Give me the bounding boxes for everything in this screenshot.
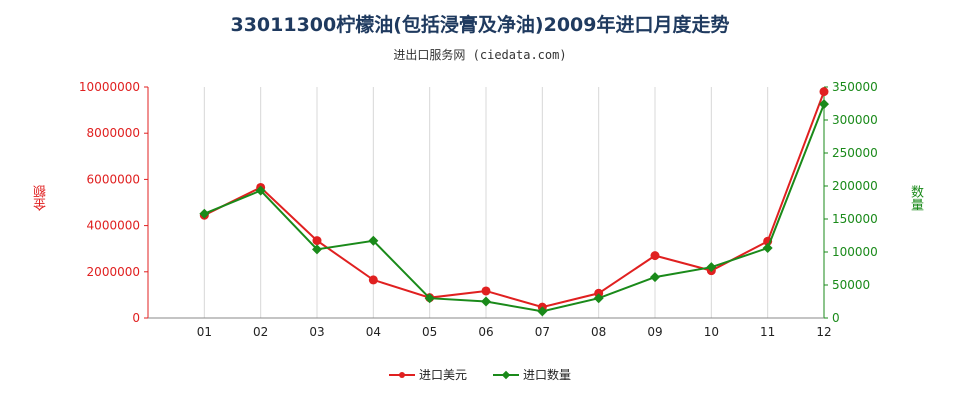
data-point-0 (481, 286, 491, 296)
data-point-1 (424, 293, 435, 304)
data-point-1 (537, 306, 548, 317)
data-point-1 (199, 208, 210, 219)
y-tick-label-right: 100000 (832, 245, 878, 259)
legend-swatch-quantity (493, 369, 519, 381)
x-tick-label: 04 (366, 325, 381, 339)
data-point-1 (706, 262, 717, 273)
data-point-1 (819, 99, 829, 110)
legend: 进口美元 进口数量 (0, 366, 960, 383)
chart-title: 33011300柠檬油(包括浸膏及净油)2009年进口月度走势 (230, 14, 730, 36)
data-point-1 (762, 243, 773, 254)
y-axis-left-label: 金额 (34, 185, 49, 211)
y-tick-label-left: 8000000 (87, 126, 140, 140)
y-tick-label-right: 300000 (832, 113, 878, 127)
legend-swatch-value (388, 369, 415, 381)
y-tick-label-left: 0 (132, 311, 140, 325)
chart-subtitle: 进出口服务网 (ciedata.com) (393, 48, 567, 62)
y-tick-label-left: 10000000 (79, 80, 140, 94)
y-tick-label-left: 6000000 (87, 172, 140, 186)
data-point-0 (650, 251, 660, 261)
y-tick-label-right: 50000 (832, 278, 870, 292)
y-tick-label-right: 250000 (832, 146, 878, 160)
x-tick-label: 02 (253, 325, 268, 339)
legend-label-value: 进口美元 (418, 368, 467, 382)
x-tick-label: 06 (478, 325, 493, 339)
legend-label-quantity: 进口数量 (523, 368, 572, 382)
data-point-1 (593, 293, 604, 304)
y-tick-label-right: 150000 (832, 212, 878, 226)
x-tick-label: 03 (309, 325, 324, 339)
y-tick-label-left: 2000000 (87, 265, 140, 279)
data-point-1 (312, 244, 322, 255)
legend-item-value[interactable]: 进口美元 (388, 366, 467, 383)
x-tick-label: 07 (535, 325, 550, 339)
x-tick-label: 10 (704, 325, 719, 339)
y-axis-right-label: 数量 (908, 185, 923, 211)
legend-item-quantity[interactable]: 进口数量 (493, 366, 571, 383)
x-tick-label: 09 (647, 325, 662, 339)
y-tick-label-right: 0 (832, 311, 840, 325)
y-tick-label-right: 200000 (832, 179, 878, 193)
y-tick-label-right: 350000 (832, 80, 878, 94)
data-point-1 (255, 185, 266, 196)
x-tick-label: 12 (816, 325, 831, 339)
x-tick-label: 08 (591, 325, 606, 339)
data-point-0 (819, 87, 829, 97)
data-point-0 (368, 275, 378, 285)
data-point-1 (481, 296, 491, 307)
data-point-0 (312, 236, 322, 246)
series-line-0 (203, 91, 825, 309)
x-tick-label: 11 (760, 325, 775, 339)
x-tick-label: 05 (422, 325, 437, 339)
data-point-1 (368, 235, 379, 246)
x-tick-label: 01 (197, 325, 212, 339)
series-line-1 (203, 103, 825, 313)
y-tick-label-left: 4000000 (87, 219, 140, 233)
data-point-1 (650, 272, 660, 283)
